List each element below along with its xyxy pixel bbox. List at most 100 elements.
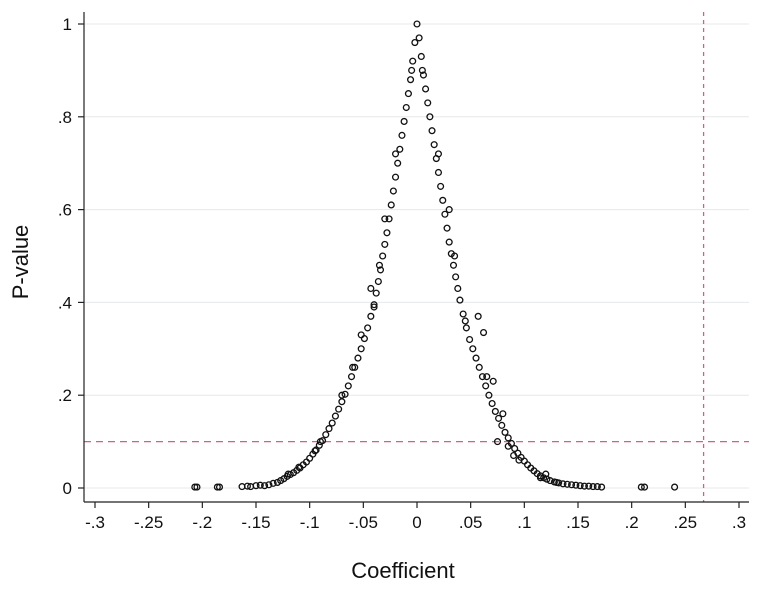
data-point (559, 480, 567, 488)
data-point (445, 238, 453, 246)
x-tick-label: -.25 (134, 513, 163, 532)
data-point (193, 483, 201, 491)
data-point (387, 201, 395, 209)
data-point (408, 66, 416, 74)
data-point (572, 481, 580, 489)
data-point (637, 483, 645, 491)
data-point (367, 312, 375, 320)
data-point (325, 425, 333, 433)
x-tick-label: -.05 (349, 513, 378, 532)
data-point (434, 150, 443, 158)
data-point (462, 324, 470, 332)
data-points (191, 20, 679, 491)
data-point (398, 131, 406, 139)
data-point (474, 312, 482, 320)
data-point (499, 410, 507, 418)
data-point (344, 382, 352, 390)
data-point (407, 76, 415, 84)
data-point (640, 483, 649, 491)
data-point (364, 324, 372, 332)
data-point (671, 483, 679, 491)
y-axis-title: P-value (8, 225, 33, 300)
data-point (402, 103, 410, 112)
data-point (315, 441, 323, 449)
reference-lines (84, 12, 749, 502)
data-point (459, 310, 467, 318)
data-point (367, 284, 375, 293)
data-point (461, 317, 469, 325)
data-point (295, 463, 303, 471)
data-point (426, 113, 434, 121)
data-point (417, 52, 425, 61)
data-point (349, 363, 357, 371)
data-point (215, 483, 224, 491)
data-point (328, 419, 336, 427)
data-point (542, 470, 550, 478)
y-tick-label: .2 (58, 386, 72, 405)
data-point (391, 150, 400, 158)
data-point (338, 398, 346, 406)
data-point (466, 335, 474, 344)
data-point (511, 445, 519, 453)
data-point (491, 407, 499, 415)
data-point (372, 289, 380, 297)
data-point (213, 483, 221, 491)
data-point (357, 345, 365, 353)
data-point (312, 446, 320, 454)
data-point (243, 482, 251, 490)
data-point (354, 354, 362, 362)
y-tick-label: 1 (63, 15, 72, 34)
data-point (396, 145, 404, 153)
data-point (434, 168, 443, 177)
data-point (483, 373, 491, 381)
data-point (472, 354, 480, 362)
data-point (415, 34, 423, 42)
data-point (536, 474, 544, 482)
data-point (479, 329, 488, 337)
data-point (428, 127, 436, 135)
data-point (449, 261, 458, 269)
data-point (576, 482, 584, 490)
data-point (383, 229, 391, 237)
data-point (540, 474, 548, 482)
data-point (589, 483, 597, 491)
data-point (437, 182, 445, 190)
data-point (409, 57, 417, 65)
data-point (370, 303, 378, 311)
data-point (443, 224, 451, 232)
data-point (418, 66, 426, 74)
x-tick-label: 0 (412, 513, 421, 532)
data-point (493, 438, 502, 446)
data-point (381, 240, 389, 248)
data-point (489, 377, 497, 385)
data-point (478, 373, 487, 381)
data-point (331, 412, 339, 420)
axes (83, 12, 749, 503)
data-point (456, 296, 464, 304)
x-tick-label: .15 (566, 513, 590, 532)
data-point (419, 71, 427, 79)
data-point (568, 481, 576, 489)
data-point (552, 478, 561, 486)
data-point (376, 266, 385, 274)
data-point (469, 345, 477, 353)
data-point (404, 90, 412, 98)
data-point (351, 363, 359, 371)
data-point (311, 447, 319, 455)
data-point (563, 480, 571, 488)
data-point (375, 261, 383, 269)
x-tick-label: -.3 (85, 513, 105, 532)
data-point (593, 483, 601, 491)
data-point (261, 482, 269, 490)
y-tick-label: .4 (58, 293, 72, 312)
x-tick-label: .25 (674, 513, 698, 532)
data-point (284, 470, 292, 478)
y-tick-label: 0 (63, 479, 72, 498)
data-point (504, 434, 512, 442)
x-tick-label: -.1 (300, 513, 320, 532)
data-point (546, 477, 554, 485)
data-point (482, 382, 490, 390)
data-point (191, 483, 199, 491)
data-point (357, 331, 365, 339)
y-tick-label: .8 (58, 108, 72, 127)
